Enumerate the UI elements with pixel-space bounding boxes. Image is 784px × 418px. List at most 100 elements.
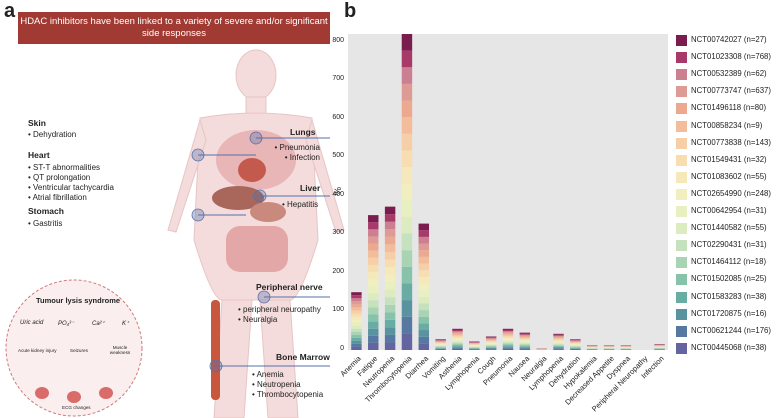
chart-plot-area [348,34,668,350]
stomach-item: • Gastritis [28,219,63,228]
bar-segment [435,345,446,347]
head [235,49,277,101]
bar-segment [485,343,497,345]
bar-segment [452,335,463,337]
bar-segment [401,133,413,151]
bar-segment [401,266,413,284]
bar-segment [553,342,564,344]
bar-segment [502,339,514,342]
skin-list: • Dehydration [28,130,76,140]
bar-segment [401,83,413,101]
bar-segment [351,325,362,329]
liver-organ [212,186,264,210]
bar-segment [418,343,430,350]
bar-segment [553,337,564,339]
bar-segment [570,339,581,341]
bar-segment [351,298,362,302]
bar-segment [485,340,497,342]
bar-segment [418,316,430,324]
bar-segment [368,271,379,280]
bar-segment [570,344,581,345]
bar-segment [435,347,446,348]
bars-svg [351,34,665,350]
legend-label: NCT01464112 (n=18) [691,257,767,267]
legend-swatch [676,206,687,217]
bar-segment [435,346,446,348]
bar-segment [519,343,531,345]
bar-segment [351,310,362,314]
bar-segment [570,347,581,348]
legend-swatch [676,308,687,320]
bar-segment [368,321,379,329]
bar-segment [452,333,463,335]
bar-segment [401,34,413,51]
heart-list: • ST-T abnormalities • QT prolongation •… [28,163,114,203]
bar-segment [570,344,581,346]
bar-segment [351,313,362,317]
legend-label: NCT00742027 (n=27) [691,35,767,44]
bar-segment [368,264,379,272]
bar-segment [485,345,497,346]
bar-segment [418,230,430,237]
bar-segment [485,344,497,346]
bar-segment [452,336,463,338]
legend-swatch [676,120,687,132]
y-tick-label: 300 [332,229,344,237]
lungs-item: • Infection [284,153,320,162]
banner: HDAC inhibitors have been linked to a va… [18,12,330,44]
stomach-organ [250,202,286,222]
left-arm [167,118,207,233]
legend-swatch [676,240,687,252]
marrow-item: • Anemia [252,370,284,379]
marrow-title: Bone Marrow [276,352,330,362]
legend-swatch [676,342,687,354]
bar-segment [435,349,446,350]
bar-segment [553,341,564,343]
heart-item: • ST-T abnormalities [28,163,101,172]
legend-label: NCT01583283 (n=38) [691,291,767,301]
bar-segment [519,345,531,347]
bar-segment [519,333,531,335]
legend-swatch [676,69,687,81]
bar-segment [418,250,430,257]
legend-label: NCT00773747 (n=637) [691,86,771,96]
bar-segment [570,340,581,342]
skin-item: • Dehydration [28,130,77,139]
bar-segment [401,283,413,301]
bar-segment [384,274,396,283]
bar-segment [351,301,362,305]
legend-label: NCT00532389 (n=62) [691,69,767,79]
bar-segment [519,340,531,342]
bar-segment [384,289,396,298]
bar-segment [435,344,446,345]
bar-segment [384,312,396,320]
tls-label: Ca²⁺ [92,321,105,327]
tls-title: Tumour lysis syndrome [36,296,121,305]
stomach-title: Stomach [28,206,64,216]
bar-segment [519,341,531,343]
bar-segment [485,347,497,349]
nerve-title: Peripheral nerve [256,282,323,292]
y-tick-label: 600 [332,113,344,121]
bar-segment [384,297,396,305]
bar-segment [553,344,564,346]
bar-segment [485,342,497,344]
panel-a-label: a [4,0,16,22]
bar-segment [570,348,581,349]
bar-segment [452,334,463,336]
legend-swatch [676,103,687,115]
bar-segment [418,223,430,231]
bar-segment [502,341,514,343]
bar-segment [452,329,463,332]
bar-segment [384,214,396,222]
bar-segment [418,303,430,311]
bar-segment [368,293,379,301]
bar-segment [519,337,531,339]
bar-segment [502,344,514,346]
bar-segment [384,221,396,230]
bar-segment [452,328,463,330]
bar-segment [401,333,413,350]
bar-segment [368,286,379,294]
intestine-organ [226,226,288,272]
bar-segment [519,334,531,336]
